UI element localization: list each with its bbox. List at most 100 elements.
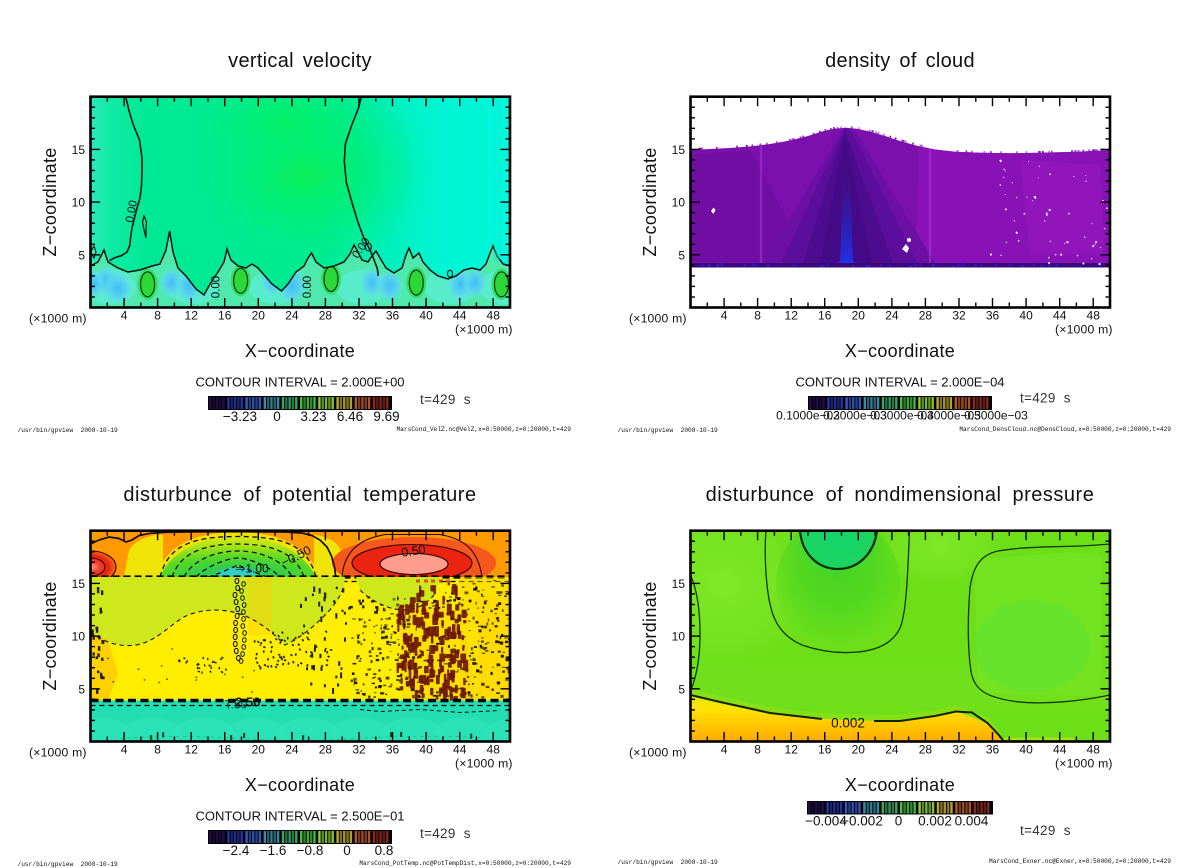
svg-text:36: 36 [986, 743, 1000, 757]
svg-text:⇒1.00: ⇒1.00 [235, 562, 269, 576]
svg-text:t=429 s: t=429 s [420, 392, 471, 407]
svg-text:Z−coordinate: Z−coordinate [40, 581, 60, 690]
svg-text:/usr/bin/gpview 2008-10-19: /usr/bin/gpview 2008-10-19 [618, 427, 719, 434]
svg-text:5: 5 [78, 248, 85, 262]
svg-text:48: 48 [487, 309, 501, 323]
svg-text:−0.8: −0.8 [297, 843, 324, 858]
svg-text:CONTOUR INTERVAL = 2.000E+00: CONTOUR INTERVAL = 2.000E+00 [195, 375, 404, 390]
svg-text:Z−coordinate: Z−coordinate [640, 581, 660, 690]
svg-text:MarsCond_DensCloud.nc@DensClou: MarsCond_DensCloud.nc@DensCloud,x=0:5000… [959, 426, 1171, 433]
svg-text:28: 28 [319, 309, 333, 323]
svg-text:0.3000e−03: 0.3000e−03 [870, 409, 934, 423]
svg-text:24: 24 [285, 743, 299, 757]
svg-text:(×1000 m): (×1000 m) [29, 312, 87, 326]
svg-text:density of cloud: density of cloud [825, 50, 975, 72]
svg-text:−1.6: −1.6 [260, 843, 287, 858]
svg-text:−3.23: −3.23 [223, 409, 257, 424]
svg-text:12: 12 [785, 309, 799, 323]
svg-text:MarsCond_Exner.nc@Exner,x=0:50: MarsCond_Exner.nc@Exner,x=0:50000,z=0:20… [989, 858, 1171, 865]
svg-text:48: 48 [1087, 743, 1101, 757]
svg-text:10: 10 [72, 630, 86, 644]
svg-text:X−coordinate: X−coordinate [845, 341, 955, 361]
svg-text:X−coordinate: X−coordinate [245, 341, 355, 361]
svg-text:32: 32 [352, 309, 366, 323]
svg-text:MarsCond_VelZ.nc@VelZ,x=0:5000: MarsCond_VelZ.nc@VelZ,x=0:50000,z=0:2000… [396, 426, 571, 433]
svg-text:48: 48 [487, 743, 501, 757]
svg-text:3.23: 3.23 [300, 409, 326, 424]
svg-text:(×1000 m): (×1000 m) [1055, 322, 1113, 336]
svg-text:(×1000 m): (×1000 m) [1055, 756, 1113, 770]
svg-text:disturbunce of nondimensional: disturbunce of nondimensional pressure [706, 484, 1095, 506]
svg-text:32: 32 [952, 309, 966, 323]
svg-text:/usr/bin/gpview 2008-10-19: /usr/bin/gpview 2008-10-19 [18, 427, 119, 434]
svg-text:MarsCond_PotTemp.nc@PotTempDis: MarsCond_PotTemp.nc@PotTempDist,x=0:5000… [359, 860, 571, 867]
svg-text:24: 24 [285, 309, 299, 323]
svg-text:36: 36 [386, 743, 400, 757]
svg-text:5: 5 [78, 682, 85, 696]
svg-text:Z−coordinate: Z−coordinate [640, 147, 660, 256]
svg-text:0.8: 0.8 [375, 843, 394, 858]
svg-text:28: 28 [919, 743, 933, 757]
svg-text:9.69: 9.69 [373, 409, 399, 424]
svg-text:−2.50: −2.50 [228, 695, 261, 710]
svg-text:−0.004: −0.004 [805, 814, 847, 829]
svg-text:40: 40 [419, 309, 433, 323]
svg-text:0.2000e−03: 0.2000e−03 [823, 409, 887, 423]
svg-text:24: 24 [885, 309, 899, 323]
svg-text:12: 12 [785, 743, 799, 757]
svg-text:16: 16 [818, 743, 832, 757]
svg-text:12: 12 [185, 309, 199, 323]
svg-text:20: 20 [252, 309, 266, 323]
svg-text:t=429 s: t=429 s [1020, 391, 1071, 406]
svg-text:6.46: 6.46 [337, 409, 363, 424]
svg-text:44: 44 [453, 309, 467, 323]
svg-text:16: 16 [218, 309, 232, 323]
svg-text:48: 48 [1087, 309, 1101, 323]
svg-text:8: 8 [154, 309, 161, 323]
svg-text:0: 0 [895, 814, 903, 829]
svg-text:15: 15 [672, 577, 686, 591]
svg-text:(×1000 m): (×1000 m) [29, 746, 87, 760]
svg-text:10: 10 [72, 196, 86, 210]
svg-text:15: 15 [72, 577, 86, 591]
svg-text:44: 44 [1053, 743, 1067, 757]
svg-text:0.00: 0.00 [124, 199, 140, 223]
svg-text:0: 0 [273, 409, 281, 424]
svg-text:40: 40 [1019, 743, 1033, 757]
svg-text:44: 44 [453, 743, 467, 757]
svg-text:0.002: 0.002 [831, 716, 865, 731]
svg-text:disturbunce of potential tempe: disturbunce of potential temperature [123, 484, 476, 506]
svg-text:28: 28 [319, 743, 333, 757]
svg-text:0: 0 [343, 843, 351, 858]
svg-text:0.1000e−03: 0.1000e−03 [776, 409, 840, 423]
svg-text:20: 20 [852, 743, 866, 757]
svg-text:−0.002: −0.002 [841, 814, 883, 829]
svg-text:8: 8 [154, 743, 161, 757]
svg-text:5: 5 [678, 682, 685, 696]
svg-text:4: 4 [721, 743, 728, 757]
svg-text:28: 28 [919, 309, 933, 323]
svg-text:t=429 s: t=429 s [420, 826, 471, 841]
svg-text:T.50: T.50 [225, 698, 248, 712]
svg-text:0.50: 0.50 [400, 542, 426, 559]
svg-text:(×1000 m): (×1000 m) [455, 322, 513, 336]
svg-text:(×1000 m): (×1000 m) [629, 312, 687, 326]
svg-text:8: 8 [754, 743, 761, 757]
svg-text:/usr/bin/gpview 2008-10-19: /usr/bin/gpview 2008-10-19 [618, 859, 719, 866]
svg-text:20: 20 [252, 743, 266, 757]
svg-text:20: 20 [852, 309, 866, 323]
svg-text:12: 12 [185, 743, 199, 757]
svg-text:5: 5 [678, 248, 685, 262]
svg-text:X−coordinate: X−coordinate [845, 775, 955, 795]
svg-text:10: 10 [672, 196, 686, 210]
svg-text:32: 32 [952, 743, 966, 757]
svg-text:vertical velocity: vertical velocity [228, 50, 372, 72]
svg-text:40: 40 [419, 743, 433, 757]
svg-text:0.4000e−03: 0.4000e−03 [917, 409, 981, 423]
svg-text:0.5000e−03: 0.5000e−03 [964, 409, 1028, 423]
svg-text:CONTOUR INTERVAL = 2.500E−01: CONTOUR INTERVAL = 2.500E−01 [195, 809, 404, 824]
svg-text:Z−coordinate: Z−coordinate [40, 147, 60, 256]
svg-text:(×1000 m): (×1000 m) [455, 756, 513, 770]
svg-text:(×1000 m): (×1000 m) [629, 746, 687, 760]
svg-text:CONTOUR INTERVAL = 2.000E−04: CONTOUR INTERVAL = 2.000E−04 [795, 375, 1004, 390]
